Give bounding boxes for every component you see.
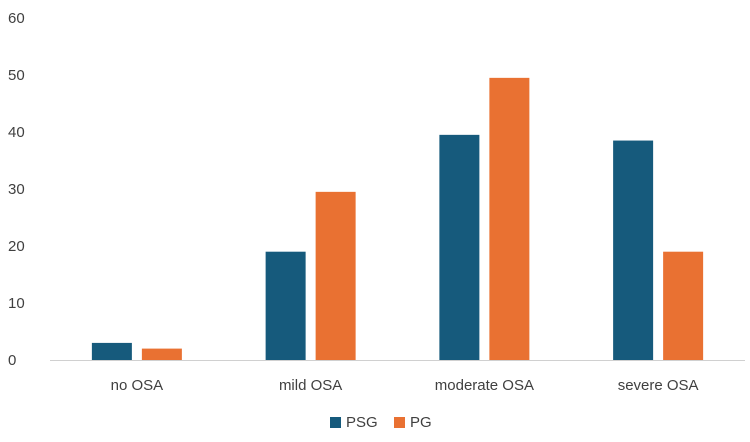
x-category-label: moderate OSA <box>435 377 534 394</box>
x-category-label: mild OSA <box>279 377 342 394</box>
legend-swatch-psg <box>330 417 341 428</box>
bar-pg-mild-osa <box>315 191 356 360</box>
bar-pg-no-osa <box>141 348 182 360</box>
legend-label-psg: PSG <box>346 414 378 431</box>
bar-psg-no-osa <box>91 342 132 360</box>
y-tick-label: 0 <box>8 352 16 369</box>
bar-psg-moderate-osa <box>439 134 480 360</box>
x-category-label: severe OSA <box>618 377 699 394</box>
bar-pg-moderate-osa <box>489 77 530 360</box>
y-tick-label: 60 <box>8 10 25 27</box>
bar-psg-mild-osa <box>265 251 306 360</box>
y-tick-label: 50 <box>8 67 25 84</box>
legend-label-pg: PG <box>410 414 432 431</box>
legend: PSG PG <box>330 414 432 431</box>
y-tick-label: 10 <box>8 295 25 312</box>
bar-psg-severe-osa <box>613 140 654 360</box>
legend-swatch-pg <box>394 417 405 428</box>
bars <box>91 77 704 360</box>
x-category-label: no OSA <box>111 377 164 394</box>
y-tick-label: 40 <box>8 124 25 141</box>
category-labels: no OSA mild OSA moderate OSA severe OSA <box>111 377 699 394</box>
bar-pg-severe-osa <box>663 251 704 360</box>
y-tick-label: 20 <box>8 238 25 255</box>
y-tick-label: 30 <box>8 181 25 198</box>
y-axis-ticks: 0 10 20 30 40 50 60 <box>8 10 25 369</box>
